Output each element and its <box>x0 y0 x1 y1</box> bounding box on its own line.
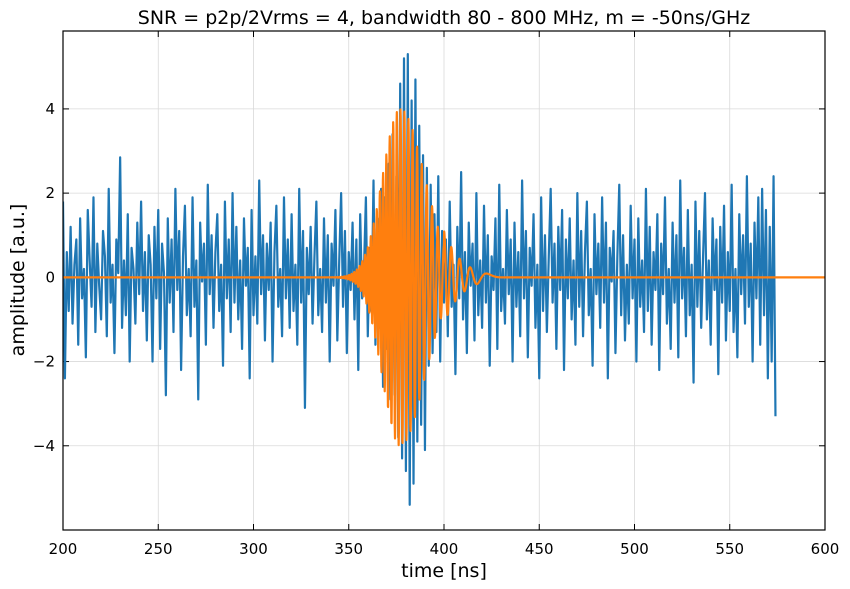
series-line-clean-pulse <box>63 108 825 447</box>
chart-title: SNR = p2p/2Vrms = 4, bandwidth 80 - 800 … <box>138 7 750 29</box>
y-tick-label: −2 <box>33 353 55 371</box>
x-axis-label: time [ns] <box>401 560 487 582</box>
y-tick-label: 4 <box>45 100 55 118</box>
y-tick-label: 2 <box>45 184 55 202</box>
x-tick-label: 300 <box>239 540 268 558</box>
x-tick-label: 250 <box>144 540 173 558</box>
plot-frame <box>62 30 826 531</box>
y-tick-label: −4 <box>33 437 55 455</box>
x-tick-label: 400 <box>430 540 459 558</box>
y-axis-label: amplitude [a.u.] <box>7 204 29 357</box>
x-tick-label: 600 <box>811 540 840 558</box>
axis-ticks: 200 250 300 350 400 450 500 550 600 −4 −2 0 2 4 <box>33 31 839 558</box>
x-tick-label: 200 <box>49 540 78 558</box>
x-tick-label: 350 <box>334 540 363 558</box>
series-line-noisy-signal <box>63 53 777 506</box>
x-tick-label: 550 <box>715 540 744 558</box>
x-tick-label: 450 <box>525 540 554 558</box>
y-tick-label: 0 <box>45 268 55 286</box>
x-tick-label: 500 <box>620 540 649 558</box>
